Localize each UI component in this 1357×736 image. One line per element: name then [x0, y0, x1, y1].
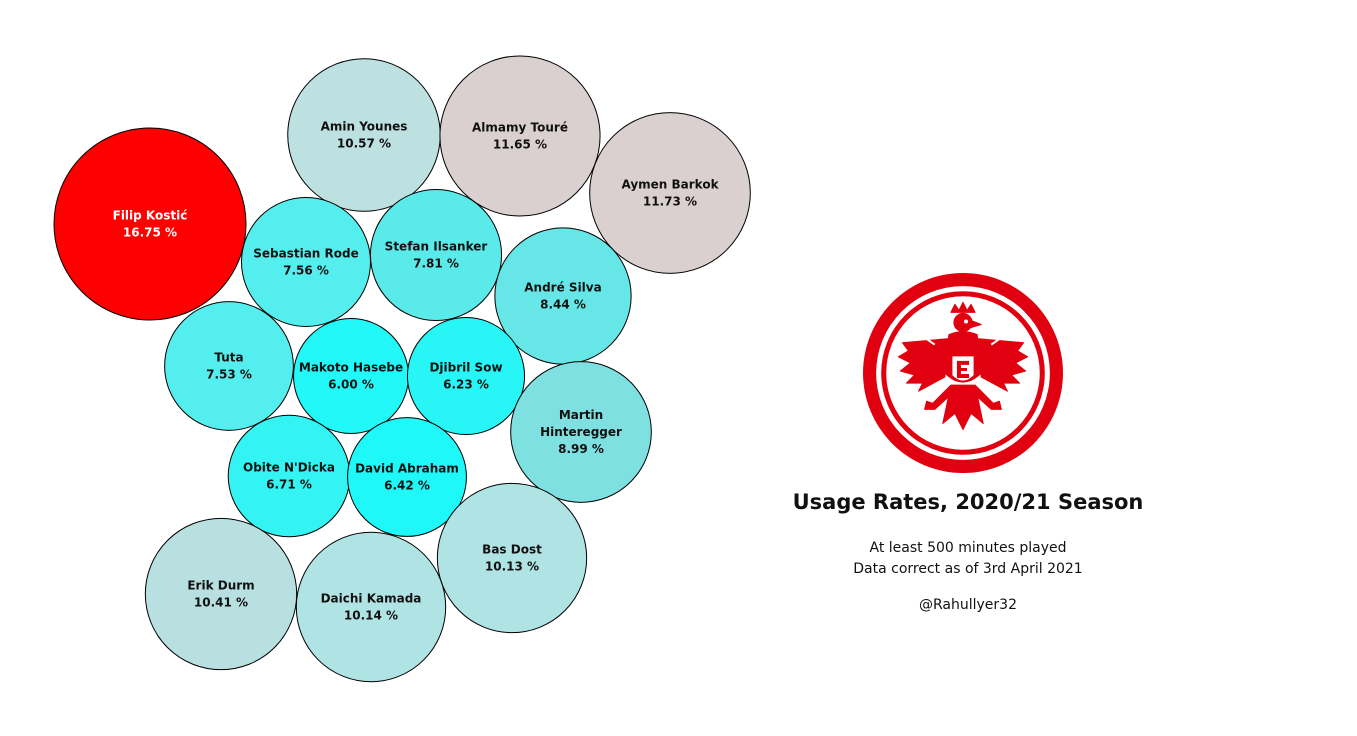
- bubble-circle: [53, 127, 247, 321]
- club-crest-logo: [863, 273, 1063, 473]
- bubble-name-label: David Abraham: [355, 462, 459, 476]
- bubble-circle: [295, 531, 447, 683]
- bubble-name-label: Filip Kostić: [113, 209, 188, 223]
- bubble-value-label: 16.75 %: [123, 226, 177, 240]
- bubble-name-label: Erik Durm: [187, 579, 254, 593]
- bubble-name-label: Almamy Touré: [472, 121, 568, 135]
- bubble-name-label: Martin: [559, 408, 603, 422]
- bubble-name-label: Hinteregger: [540, 425, 622, 439]
- chart-subtitle-date: Data correct as of 3rd April 2021: [853, 561, 1083, 577]
- bubble-circle: [510, 361, 652, 503]
- bubble-djibril-sow: Djibril Sow 6.23 %: [406, 316, 526, 436]
- bubble-value-label: 7.81 %: [413, 257, 459, 271]
- bubble-name-label: André Silva: [524, 281, 601, 295]
- bubble-circle: [287, 58, 441, 212]
- bubble-bas-dost: Bas Dost 10.13 %: [436, 482, 588, 634]
- bubble-name-label: Makoto Hasebe: [299, 361, 403, 375]
- bubble-name-label: Sebastian Rode: [253, 247, 359, 261]
- author-credit: @Rahullyer32: [919, 597, 1017, 613]
- bubble-andre-silva: André Silva 8.44 %: [494, 227, 632, 365]
- bubble-circle: [164, 301, 294, 431]
- bubble-value-label: 11.73 %: [643, 195, 697, 209]
- bubble-name-label: Aymen Barkok: [621, 178, 719, 192]
- bubble-circle: [369, 188, 503, 322]
- bubble-value-label: 6.00 %: [328, 378, 374, 392]
- bubble-value-label: 10.13 %: [485, 560, 539, 574]
- bubble-value-label: 6.42 %: [384, 479, 430, 493]
- bubble-circle: [347, 417, 467, 537]
- bubble-erik-durm: Erik Durm 10.41 %: [144, 517, 298, 671]
- bubble-martin-hinteregger: Martin Hinteregger 8.99 %: [510, 361, 652, 503]
- bubble-circle: [293, 318, 409, 434]
- bubble-circle: [439, 55, 601, 217]
- bubble-filip-kostic: Filip Kostić 16.75 %: [53, 127, 247, 321]
- bubble-value-label: 6.23 %: [443, 378, 489, 392]
- bubble-value-label: 7.56 %: [283, 264, 329, 278]
- bubble-value-label: 6.71 %: [266, 478, 312, 492]
- bubble-value-label: 8.44 %: [540, 298, 586, 312]
- bubble-value-label: 10.57 %: [337, 137, 391, 151]
- bubble-circle: [589, 112, 751, 274]
- bubble-almamy-toure: Almamy Touré 11.65 %: [439, 55, 601, 217]
- bubble-makoto-hasebe: Makoto Hasebe 6.00 %: [293, 318, 409, 434]
- bubble-name-label: Stefan Ilsanker: [385, 240, 488, 254]
- bubble-daichi-kamada: Daichi Kamada 10.14 %: [295, 531, 447, 683]
- bubble-name-label: Tuta: [214, 351, 243, 365]
- bubble-stefan-ilsanker: Stefan Ilsanker 7.81 %: [369, 188, 503, 322]
- chart-subtitle-minutes: At least 500 minutes played: [869, 540, 1067, 556]
- bubble-tuta: Tuta 7.53 %: [164, 301, 294, 431]
- bubble-david-abraham: David Abraham 6.42 %: [347, 417, 467, 537]
- chart-title: Usage Rates, 2020/21 Season: [792, 490, 1144, 514]
- bubble-value-label: 8.99 %: [558, 442, 604, 456]
- bubble-amin-younes: Amin Younes 10.57 %: [287, 58, 441, 212]
- bubble-circle: [406, 316, 526, 436]
- bubble-name-label: Obite N'Dicka: [243, 461, 335, 475]
- bubble-chart: Filip Kostić 16.75 % Amin Younes 10.57 % Alm…: [53, 55, 751, 683]
- bubble-name-label: Bas Dost: [482, 543, 542, 557]
- bubble-value-label: 10.14 %: [344, 609, 398, 623]
- bubble-circle: [144, 517, 298, 671]
- bubble-name-label: Amin Younes: [321, 120, 408, 134]
- bubble-value-label: 7.53 %: [206, 368, 252, 382]
- bubble-sebastian-rode: Sebastian Rode 7.56 %: [241, 197, 371, 327]
- bubble-circle: [436, 482, 588, 634]
- bubble-aymen-barkok: Aymen Barkok 11.73 %: [589, 112, 751, 274]
- bubble-value-label: 11.65 %: [493, 138, 547, 152]
- bubble-name-label: Djibril Sow: [429, 361, 502, 375]
- bubble-obite-n-dicka: Obite N'Dicka 6.71 %: [227, 414, 351, 538]
- bubble-circle: [241, 197, 371, 327]
- bubble-value-label: 10.41 %: [194, 596, 248, 610]
- bubble-circle: [227, 414, 351, 538]
- bubble-name-label: Daichi Kamada: [321, 592, 422, 606]
